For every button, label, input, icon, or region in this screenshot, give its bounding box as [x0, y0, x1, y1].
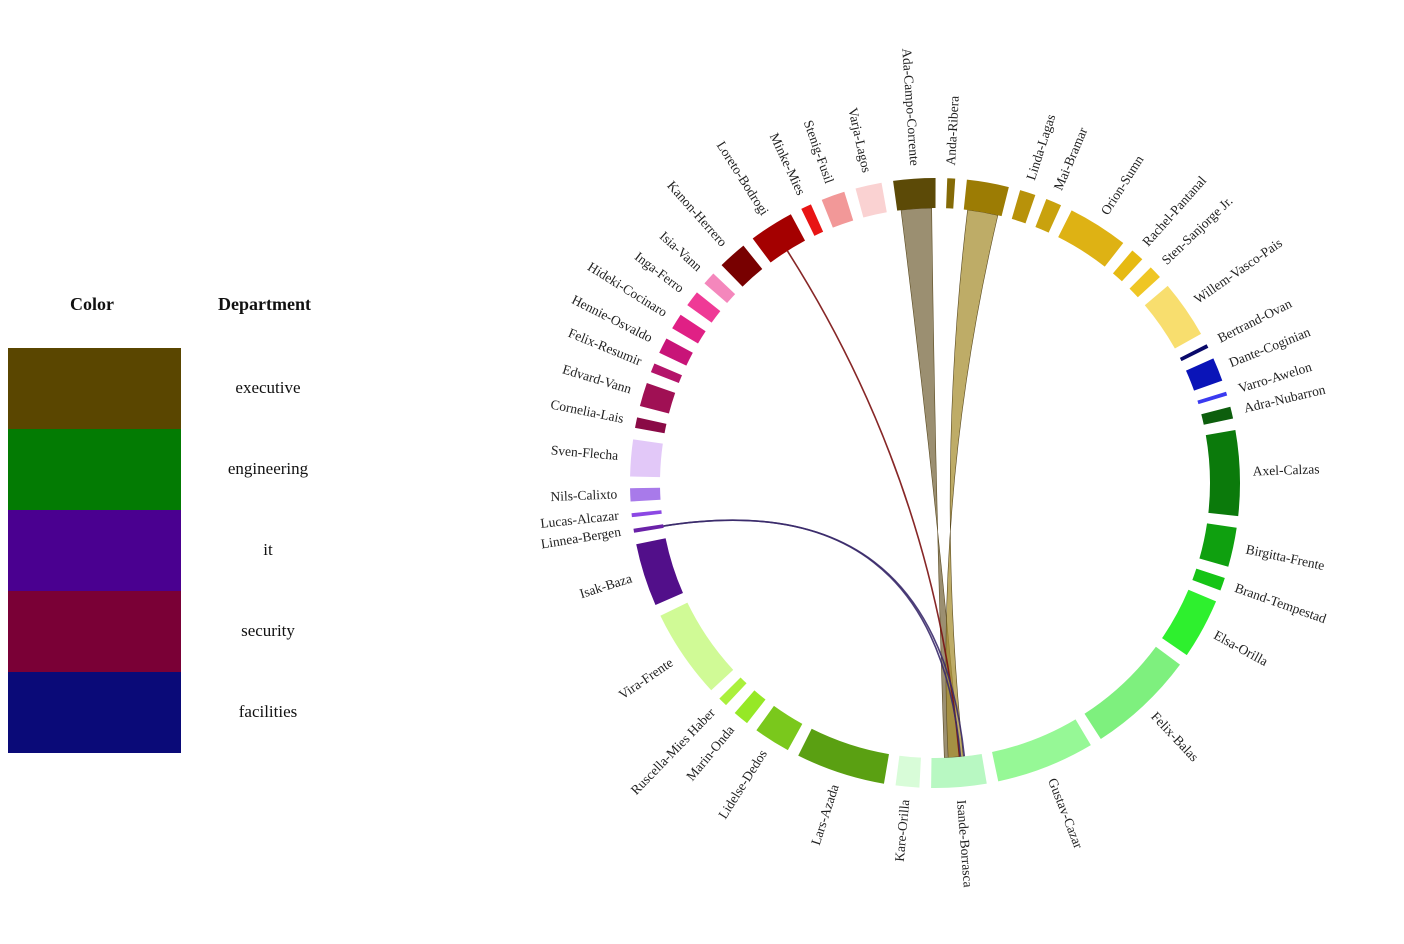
node-arc-anda-ribera[interactable] — [946, 178, 955, 208]
node-arc-elsa-orilla[interactable] — [1162, 590, 1216, 655]
node-arc-bertrand-ovan[interactable] — [1180, 344, 1209, 361]
node-label: Axel-Calzas — [1253, 461, 1320, 478]
node-arc-marin-onda[interactable] — [735, 690, 766, 723]
node-label: Birgitta-Frente — [1245, 541, 1326, 573]
node-arc-varro-awelon[interactable] — [1197, 392, 1227, 404]
node-arc-cornelia-lais[interactable] — [635, 417, 666, 433]
node-arc-felix-resumir[interactable] — [651, 363, 682, 383]
node-arc-kare-orilla[interactable] — [896, 756, 921, 788]
node-label: Cornelia-Lais — [549, 397, 625, 426]
node-arc-linda-lagas[interactable] — [1012, 190, 1036, 223]
node-label: Felix-Balas — [1148, 709, 1202, 765]
node-label: Kare-Orilla — [892, 799, 913, 862]
node-arc-varja-lagos[interactable] — [856, 183, 887, 218]
node-label: Isak-Baza — [578, 571, 634, 602]
node-label: Gustav-Cazar — [1045, 776, 1086, 851]
node-label: Orion-Sumn — [1098, 152, 1147, 217]
node-arc-mai-bramar[interactable] — [1035, 199, 1061, 233]
chord-diagram: Ada-Campo-Corrente Anda-Ribera Linda-Lagas… — [0, 0, 1404, 944]
node-arc-kanon-herrero[interactable] — [722, 246, 763, 287]
node-label: Mai-Bramar — [1051, 125, 1091, 193]
node-label: Anda-Ribera — [943, 95, 962, 165]
chord-link — [946, 210, 998, 758]
node-arc-birgitta-frente[interactable] — [1199, 523, 1236, 566]
node-arc-stenig-fusil[interactable] — [822, 192, 854, 228]
node-label: Loreto-Bodrogi — [714, 138, 772, 218]
node-arc-dante-coginian[interactable] — [1186, 358, 1222, 390]
node-arc-linnea-bergen[interactable] — [633, 524, 663, 532]
node-arc-isia-vann[interactable] — [704, 273, 735, 303]
node-arc-lidelse-dedos[interactable] — [756, 706, 802, 750]
node-arc-orion-sumn[interactable] — [1058, 210, 1123, 266]
node-arc-lucas-alcazar[interactable] — [631, 510, 661, 517]
node-arc-nils-calixto[interactable] — [630, 488, 660, 502]
chord-link — [787, 251, 959, 757]
node-label: Varja-Lagos — [845, 106, 874, 174]
node-label: Edvard-Vann — [561, 361, 634, 396]
node-arc-ada-campo-corrente[interactable] — [893, 178, 935, 211]
node-label: Vira-Frente — [616, 655, 676, 702]
node-arc-rachel-pantanal[interactable] — [1113, 250, 1142, 281]
node-arc-sten-sanjorge-jr-[interactable] — [1130, 267, 1160, 297]
node-arc-inga-ferro[interactable] — [687, 292, 720, 322]
node-arc-gustav-cazar[interactable] — [992, 719, 1091, 781]
node-arc-lars-azada[interactable] — [798, 729, 889, 784]
node-arc-brand-tempestad[interactable] — [1192, 569, 1224, 591]
node-label: Willem-Vasco-Pais — [1191, 235, 1285, 306]
node-arc-vira-frente[interactable] — [660, 603, 733, 691]
node-arc-isande-borrasca[interactable] — [931, 754, 987, 788]
node-label: Nils-Calixto — [550, 486, 618, 504]
node-label: Brand-Tempestad — [1233, 580, 1329, 626]
node-label: Elsa-Orilla — [1211, 627, 1270, 669]
node-arc-hennie-osvaldo[interactable] — [659, 338, 693, 365]
node-arc-edvard-vann[interactable] — [640, 383, 675, 414]
node-arc-minke-mies[interactable] — [801, 204, 823, 235]
node-arc-isak-baza[interactable] — [636, 538, 683, 605]
node-label: Isande-Borrasca — [954, 799, 976, 888]
node-arc-adra-nubarron[interactable] — [1201, 407, 1233, 425]
node-label: Sven-Flecha — [550, 442, 618, 463]
node-arc-axel-calzas[interactable] — [1206, 430, 1240, 516]
node-arc-hideki-cocinaro[interactable] — [672, 315, 705, 344]
node-arc-sven-flecha[interactable] — [630, 439, 663, 477]
node-label: Stenig-Fusil — [801, 118, 837, 185]
node-arc-ruscella-mies-haber[interactable] — [719, 677, 746, 705]
node-label: Lidelse-Dedos — [715, 747, 770, 822]
node-label: Lars-Azada — [808, 782, 842, 847]
node-label: Linda-Lagas — [1023, 112, 1058, 182]
node-label: Ada-Campo-Corrente — [899, 48, 922, 166]
node-label: Minke-Mies — [767, 131, 809, 198]
node-arc-loreto-bodrogi[interactable] — [753, 214, 805, 262]
